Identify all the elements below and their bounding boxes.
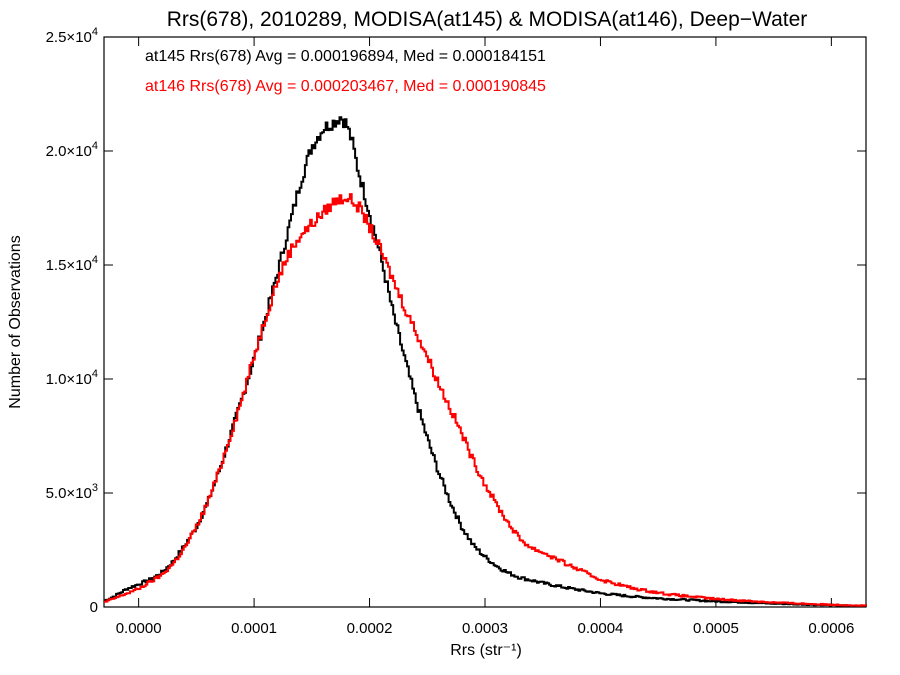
x-axis-label: Rrs (str⁻¹): [450, 642, 522, 659]
series-group: [104, 116, 867, 608]
legend-entry-at145: at145 Rrs(678) Avg = 0.000196894, Med = …: [145, 48, 546, 65]
y-tick-label: 2.0×104: [46, 140, 98, 160]
x-tick-label: 0.0002: [347, 620, 393, 637]
y-tick-exponent: 4: [92, 368, 98, 380]
legend-entry-at146: at146 Rrs(678) Avg = 0.000203467, Med = …: [145, 78, 546, 95]
y-tick-mantissa: 1.0×10: [46, 371, 92, 388]
y-tick-label: 2.5×104: [46, 26, 98, 46]
x-tick-label: 0.0000: [116, 620, 162, 637]
x-tick-label: 0.0006: [808, 620, 854, 637]
chart-title: Rrs(678), 2010289, MODISA(at145) & MODIS…: [167, 8, 808, 31]
y-tick-label: 5.0×103: [46, 482, 98, 502]
x-tick-label: 0.0004: [578, 620, 624, 637]
x-axis: 0.0000 0.0001 0.0002 0.0003 0.0004 0.0005 0.00…: [116, 37, 854, 637]
x-tick-label: 0.0005: [693, 620, 739, 637]
y-tick-exponent: 4: [92, 26, 98, 38]
series-line-at146: [104, 193, 867, 607]
y-tick-mantissa: 0: [90, 599, 98, 616]
y-tick-label: 1.0×104: [46, 368, 98, 388]
y-axis-label: Number of Observations: [7, 235, 24, 408]
y-tick-mantissa: 5.0×10: [46, 485, 92, 502]
y-tick-mantissa: 2.5×10: [46, 29, 92, 46]
y-tick-label: 0: [90, 599, 98, 616]
y-tick-mantissa: 2.0×10: [46, 143, 92, 160]
y-tick-exponent: 4: [92, 140, 98, 152]
x-tick-label: 0.0001: [231, 620, 277, 637]
x-tick-label: 0.0003: [462, 620, 508, 637]
y-tick-label: 1.5×104: [46, 254, 98, 274]
series-line-at145: [104, 116, 867, 608]
plot-frame: [103, 36, 867, 608]
y-tick-exponent: 3: [92, 482, 98, 494]
y-tick-mantissa: 1.5×10: [46, 257, 92, 274]
y-tick-exponent: 4: [92, 254, 98, 266]
